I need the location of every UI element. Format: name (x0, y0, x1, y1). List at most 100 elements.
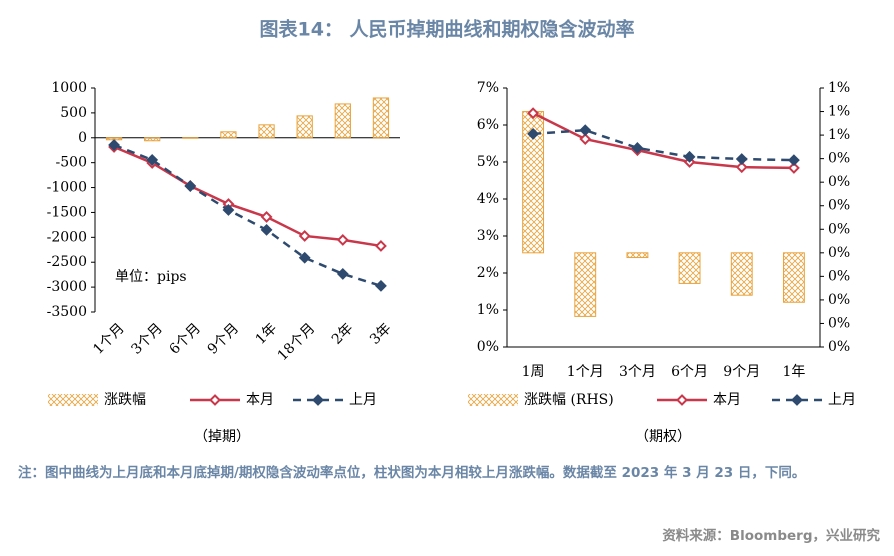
chart-caption: （掉期） (194, 429, 250, 445)
line (532, 128, 794, 162)
y-tick-label: 1000 (51, 80, 87, 96)
y-tick-label: 1% (477, 302, 499, 318)
y-tick-label: 3% (477, 228, 499, 244)
marker (375, 240, 387, 252)
x-tick-label: 3个月 (619, 364, 656, 380)
y2-tick-label: 1% (828, 127, 850, 143)
marker (336, 234, 349, 246)
y2-tick-label: 0% (828, 339, 850, 355)
legend-label: 涨跌幅 (RHS) (524, 392, 614, 408)
note: 注：图中曲线为上月底和本月底掉期/期权隐含波动率点位，柱状图为本月相较上月涨跌幅… (18, 465, 806, 481)
y-tick-label: 6% (477, 117, 499, 133)
x-tick-label: 1个月 (90, 320, 127, 357)
bar (626, 252, 649, 259)
y-tick-label: 2% (477, 265, 499, 281)
bar (782, 252, 805, 303)
y2-tick-label: 0% (828, 315, 850, 331)
marker (579, 133, 592, 145)
marker (631, 142, 644, 154)
legend-marker (676, 394, 688, 406)
charts: 图表14： 人民币掉期曲线和期权隐含波动率 -3500 -3000 -2500 -20… (47, 18, 856, 446)
chart-caption: （期权） (635, 429, 691, 445)
legend-marker (209, 394, 221, 406)
annotation: 单位：pips (115, 269, 187, 285)
y-tick-label: 0% (477, 339, 499, 355)
marker (735, 153, 748, 165)
x-tick-label: 2年 (329, 320, 357, 348)
y-tick-label: 7% (477, 80, 499, 96)
marker (260, 223, 273, 236)
marker (788, 162, 800, 174)
bar (144, 137, 161, 142)
bar (296, 115, 313, 139)
y-tick-label: -2500 (47, 254, 87, 270)
page-title: 图表14： 人民币掉期曲线和期权隐含波动率 (259, 18, 634, 41)
y2-tick-label: 1% (828, 104, 850, 120)
legend-swatch (48, 394, 98, 406)
marker (222, 204, 235, 216)
y-tick-label: 4% (477, 191, 499, 207)
legend-label: 上月 (349, 392, 377, 408)
marker (298, 251, 311, 264)
y2-tick-label: 0% (828, 221, 850, 237)
legend-marker (312, 394, 324, 406)
line (113, 143, 382, 288)
x-tick-label: 1周 (522, 364, 545, 380)
y-tick-label: -3000 (47, 279, 87, 295)
y-tick-label: 500 (60, 105, 87, 121)
y2-tick-label: 0% (828, 174, 850, 190)
source: 资料来源：Bloomberg，兴业研究 (662, 528, 880, 544)
y2-tick-label: 0% (828, 198, 850, 214)
line (532, 112, 794, 170)
y-tick-label: 0 (78, 130, 87, 146)
marker (146, 154, 159, 166)
marker (108, 139, 120, 151)
line (113, 145, 382, 248)
y-tick-label: -1000 (47, 180, 87, 196)
y-tick-label: -1500 (47, 204, 87, 220)
y-tick-label: -3500 (47, 304, 87, 320)
x-tick-label: 1年 (253, 320, 281, 348)
marker (298, 230, 311, 242)
y2-tick-label: 0% (828, 268, 850, 284)
y2-tick-label: 0% (828, 151, 850, 167)
y-tick-label: -500 (56, 155, 87, 171)
marker (336, 268, 349, 280)
x-tick-label: 3年 (367, 320, 395, 348)
y2-tick-label: 0% (828, 292, 850, 308)
marker (683, 150, 696, 163)
marker (260, 211, 273, 223)
y-tick-label: -2000 (47, 229, 87, 245)
marker (735, 161, 748, 174)
marker (788, 154, 800, 167)
x-tick-label: 18个月 (275, 320, 319, 364)
bar (258, 124, 275, 139)
x-tick-label: 9个月 (205, 320, 242, 357)
y2-tick-label: 1% (828, 80, 850, 96)
legend-label: 涨跌幅 (104, 392, 146, 408)
x-tick-label: 3个月 (128, 320, 165, 357)
marker (579, 124, 592, 137)
bar (678, 252, 701, 284)
y-tick-label: 5% (477, 154, 499, 170)
marker (527, 127, 539, 140)
bar (220, 131, 237, 139)
legend-label: 本月 (713, 392, 741, 408)
marker (184, 180, 197, 192)
bar (334, 103, 351, 139)
legend-swatch (468, 394, 518, 406)
x-tick-label: 1年 (782, 364, 805, 380)
bar (372, 97, 390, 139)
bar (574, 252, 597, 317)
x-tick-label: 1个月 (567, 364, 604, 380)
x-tick-label: 9个月 (723, 364, 760, 380)
y2-tick-label: 0% (828, 245, 850, 261)
x-tick-label: 6个月 (167, 320, 204, 357)
marker (375, 279, 387, 292)
legend-label: 本月 (246, 392, 274, 408)
bar (730, 252, 753, 296)
legend-marker (791, 394, 803, 406)
legend-label: 上月 (828, 392, 856, 408)
marker (527, 107, 539, 120)
